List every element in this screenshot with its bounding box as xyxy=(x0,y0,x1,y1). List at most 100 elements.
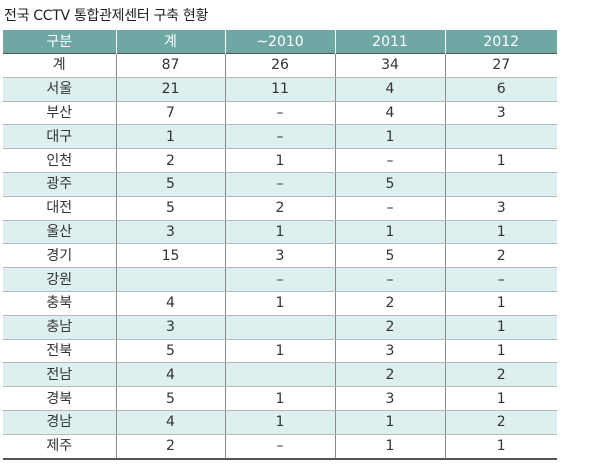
value-cell: 3 xyxy=(224,243,336,269)
value-cell: 1 xyxy=(444,386,557,411)
value-cell: 1 xyxy=(224,386,336,411)
table-row: 충북 4 1 2 1 xyxy=(3,291,557,316)
column-header: 계 xyxy=(115,30,226,54)
value-cell: 6 xyxy=(444,77,557,102)
region-cell: 인천 xyxy=(3,148,117,173)
value-cell: 5 xyxy=(115,339,226,364)
table-row: 부산 7–4 3 xyxy=(3,101,557,126)
region-cell: 울산 xyxy=(3,220,117,245)
value-cell: 2 xyxy=(444,362,557,388)
cctv-status-table: 구분 계 ~2010 2011 2012 계 87 26 34 27 서울 21 11 4 6 부산… xyxy=(3,30,557,460)
value-cell xyxy=(224,362,336,388)
value-cell: 1 xyxy=(334,434,446,460)
value-cell: 7 xyxy=(115,101,226,126)
value-cell: 1 xyxy=(444,220,557,245)
table-row: 경기 15 3 5 2 xyxy=(3,243,557,269)
region-cell: 경북 xyxy=(3,386,117,411)
value-cell: 1 xyxy=(224,148,336,173)
value-cell: 3 xyxy=(334,386,446,411)
value-cell: 2 xyxy=(444,410,557,435)
table-body: 계 87 26 34 27 서울 21 11 4 6 부산 7–4 3 대구 1–1 인천 2 1–1 광주 5–5 대… xyxy=(3,53,557,460)
value-cell: 3 xyxy=(444,101,557,126)
value-cell: – xyxy=(224,434,336,460)
value-cell: 2 xyxy=(334,315,446,340)
column-header: 2011 xyxy=(334,30,446,54)
value-cell: 1 xyxy=(224,291,336,316)
value-cell: 2 xyxy=(115,148,226,173)
value-cell xyxy=(444,172,557,197)
table-row: 전북 5 1 3 1 xyxy=(3,339,557,364)
region-cell: 서울 xyxy=(3,77,117,102)
value-cell: – xyxy=(334,148,446,173)
table-row: 경북 5 1 3 1 xyxy=(3,386,557,411)
column-header: ~2010 xyxy=(224,30,336,54)
region-cell: 대구 xyxy=(3,124,117,150)
value-cell: 1 xyxy=(224,339,336,364)
table-row: 대구 1–1 xyxy=(3,124,557,150)
table-row: 인천 2 1–1 xyxy=(3,148,557,173)
value-cell: 5 xyxy=(115,196,226,221)
value-cell: 1 xyxy=(115,124,226,150)
value-cell: 2 xyxy=(334,291,446,316)
value-cell: 5 xyxy=(115,172,226,197)
region-cell: 광주 xyxy=(3,172,117,197)
region-cell: 경기 xyxy=(3,243,117,269)
table-row: 강원 – – – xyxy=(3,267,557,292)
table-row: 충남 3 2 1 xyxy=(3,315,557,340)
table-title: 전국 CCTV 통합관제센터 구축 현황 xyxy=(4,8,209,24)
region-cell: 부산 xyxy=(3,101,117,126)
region-cell: 전남 xyxy=(3,362,117,388)
value-cell: 5 xyxy=(334,172,446,197)
column-header: 2012 xyxy=(444,30,557,54)
value-cell: 4 xyxy=(115,362,226,388)
value-cell: 3 xyxy=(115,315,226,340)
value-cell: 1 xyxy=(444,339,557,364)
value-cell: 21 xyxy=(115,77,226,102)
value-cell xyxy=(224,315,336,340)
value-cell: 1 xyxy=(444,434,557,460)
region-cell: 대전 xyxy=(3,196,117,221)
table-row: 경남 4 1 1 2 xyxy=(3,410,557,435)
value-cell: – xyxy=(224,101,336,126)
table-row: 광주 5–5 xyxy=(3,172,557,197)
column-header: 구분 xyxy=(3,30,117,54)
value-cell: 4 xyxy=(334,101,446,126)
value-cell xyxy=(115,267,226,292)
value-cell: 15 xyxy=(115,243,226,269)
value-cell: – xyxy=(224,124,336,150)
value-cell: – xyxy=(224,267,336,292)
table-row: 전남 4 2 2 xyxy=(3,362,557,388)
value-cell: 2 xyxy=(115,434,226,460)
value-cell: 27 xyxy=(444,53,557,78)
value-cell: 34 xyxy=(334,53,446,78)
region-cell: 제주 xyxy=(3,434,117,460)
value-cell: – xyxy=(224,172,336,197)
value-cell: 87 xyxy=(115,53,226,78)
region-cell: 충남 xyxy=(3,315,117,340)
value-cell: 1 xyxy=(224,220,336,245)
region-cell: 충북 xyxy=(3,291,117,316)
value-cell: 1 xyxy=(444,291,557,316)
region-cell: 강원 xyxy=(3,267,117,292)
value-cell: 1 xyxy=(224,410,336,435)
region-cell: 계 xyxy=(3,53,117,78)
value-cell: 4 xyxy=(334,77,446,102)
value-cell: 26 xyxy=(224,53,336,78)
table-row: 울산 3 1 1 1 xyxy=(3,220,557,245)
value-cell: 4 xyxy=(115,291,226,316)
value-cell: 5 xyxy=(334,243,446,269)
header-row: 구분 계 ~2010 2011 2012 xyxy=(3,30,557,54)
value-cell: 2 xyxy=(224,196,336,221)
table-row: 제주 2–1 1 xyxy=(3,434,557,460)
value-cell: 2 xyxy=(334,362,446,388)
value-cell: 3 xyxy=(444,196,557,221)
value-cell: 3 xyxy=(334,339,446,364)
table-row: 서울 21 11 4 6 xyxy=(3,77,557,102)
value-cell: – xyxy=(444,267,557,292)
value-cell: 1 xyxy=(444,315,557,340)
value-cell: 3 xyxy=(115,220,226,245)
value-cell: 1 xyxy=(444,148,557,173)
value-cell: – xyxy=(334,267,446,292)
region-cell: 전북 xyxy=(3,339,117,364)
region-cell: 경남 xyxy=(3,410,117,435)
